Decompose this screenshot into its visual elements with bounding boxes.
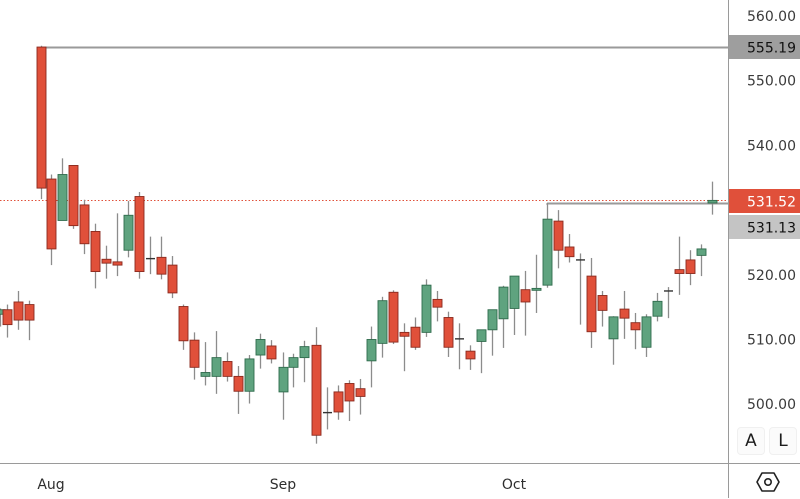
candle [344, 380, 355, 422]
candle [13, 290, 24, 330]
candle [542, 202, 553, 288]
log-scale-button[interactable]: L [769, 427, 797, 455]
candle [388, 290, 399, 345]
time-tick-label: Oct [502, 477, 527, 493]
price-tag-grey-line: 531.13 [729, 215, 800, 239]
candle [652, 292, 663, 322]
candle [146, 236, 155, 275]
time-axis[interactable]: Aug Sep Oct [37, 477, 526, 493]
candle [476, 329, 487, 374]
candle [586, 257, 597, 348]
candle [333, 385, 344, 420]
candle [696, 244, 707, 277]
settings-hexagon-icon [756, 472, 780, 492]
candle [366, 326, 377, 388]
candle [90, 223, 101, 289]
candle [597, 290, 608, 327]
price-axis[interactable]: 560.00 550.00 540.00 520.00 510.00 500.00 [747, 9, 796, 413]
candle [509, 275, 520, 335]
candle [222, 352, 233, 382]
candle [553, 210, 564, 269]
candle [455, 323, 464, 370]
log-scale-label: L [778, 431, 788, 451]
candle [498, 285, 509, 348]
candle [134, 191, 145, 279]
svg-text:531.13: 531.13 [747, 221, 796, 237]
candle [299, 340, 310, 383]
price-tag-grey-line: 555.19 [729, 35, 800, 59]
candle [2, 304, 13, 338]
candle [24, 300, 35, 341]
candle [664, 287, 673, 319]
candle [255, 333, 266, 369]
svg-text:531.52: 531.52 [747, 195, 796, 211]
auto-scale-label: A [745, 431, 757, 451]
candle [520, 270, 531, 336]
candle [576, 253, 585, 325]
candle [630, 312, 641, 350]
candle [465, 345, 476, 370]
candle [443, 311, 454, 357]
candle [200, 342, 211, 386]
candle [323, 387, 332, 430]
candle [244, 355, 255, 404]
candle [377, 296, 388, 358]
candle [487, 309, 498, 356]
candle [178, 304, 189, 350]
candle [355, 378, 366, 415]
candles [0, 45, 718, 444]
candle [46, 174, 57, 266]
price-tick-label: 520.00 [747, 268, 796, 284]
time-tick-label: Sep [270, 477, 297, 493]
candle [641, 314, 652, 357]
auto-scale-button[interactable]: A [737, 427, 765, 455]
svg-text:555.19: 555.19 [747, 41, 796, 57]
candle [112, 213, 123, 277]
candle [57, 158, 68, 221]
price-tags: 555.19 531.52 531.13 [729, 35, 800, 239]
candle [531, 254, 542, 313]
candle [399, 323, 410, 372]
candle [101, 245, 112, 279]
candle [674, 236, 685, 295]
price-tick-label: 560.00 [747, 9, 796, 25]
candle [432, 290, 443, 322]
time-tick-label: Aug [37, 477, 64, 493]
candle [123, 201, 134, 258]
candle [156, 236, 167, 280]
candle [266, 340, 277, 364]
candle [278, 352, 289, 420]
candle [311, 327, 322, 444]
candle [564, 234, 575, 263]
candle [619, 290, 630, 339]
candle [421, 279, 432, 337]
price-tick-label: 510.00 [747, 333, 796, 349]
candle [167, 256, 178, 299]
price-tag-current-price: 531.52 [729, 189, 800, 213]
price-tick-label: 540.00 [747, 138, 796, 154]
candle [211, 331, 222, 394]
candle [79, 199, 90, 255]
candle [189, 332, 200, 380]
settings-button[interactable] [755, 470, 781, 494]
candle [608, 316, 619, 365]
candle [707, 181, 718, 215]
price-tick-label: 550.00 [747, 74, 796, 90]
candle [233, 366, 244, 414]
candle [36, 45, 47, 200]
price-tick-label: 500.00 [747, 397, 796, 413]
candle [68, 165, 79, 229]
candle [685, 250, 696, 286]
candle [288, 353, 299, 388]
candle [410, 317, 421, 350]
horizontal-lines [0, 46, 728, 205]
